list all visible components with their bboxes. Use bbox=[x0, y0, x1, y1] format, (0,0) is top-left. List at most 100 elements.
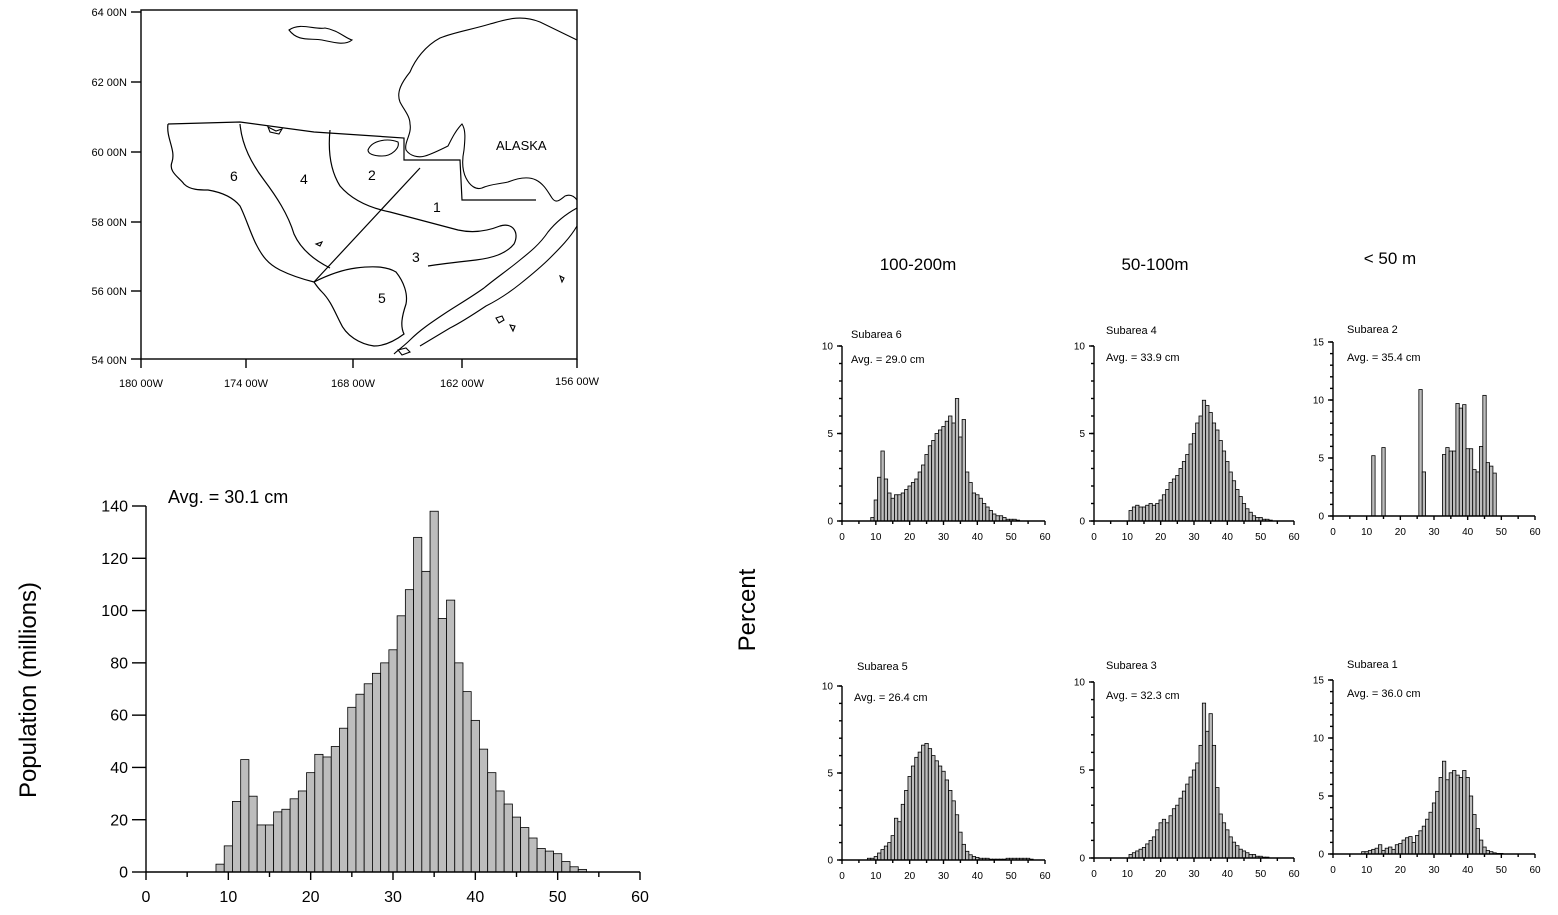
histogram-bar bbox=[1211, 422, 1217, 522]
x-tick-label: 30 bbox=[1428, 527, 1440, 538]
histogram-bar bbox=[1238, 848, 1243, 859]
y-tick-label: 10 bbox=[1313, 396, 1325, 407]
histogram-bar bbox=[1241, 850, 1247, 859]
histogram-bar bbox=[1465, 777, 1470, 855]
histogram-bar bbox=[1448, 450, 1453, 517]
histogram-bar bbox=[1431, 802, 1437, 855]
histogram-bar bbox=[1181, 790, 1187, 859]
histogram-bar bbox=[1425, 818, 1430, 855]
histogram-bar bbox=[536, 848, 546, 873]
y-tick-label: 10 bbox=[822, 342, 834, 353]
histogram-bar bbox=[941, 426, 946, 522]
lon-tick-label: 156 00W bbox=[555, 376, 600, 388]
x-tick-label: 60 bbox=[1039, 532, 1051, 543]
subarea-label: 2 bbox=[368, 167, 376, 183]
histogram-bar bbox=[1374, 847, 1379, 855]
subarea-label: 6 bbox=[230, 168, 238, 184]
island-outline bbox=[495, 315, 505, 324]
histogram-bar bbox=[1394, 844, 1400, 855]
histogram-bar bbox=[1141, 847, 1147, 859]
histogram-bar bbox=[1492, 472, 1497, 517]
histogram-bar bbox=[900, 492, 905, 522]
histogram-bar bbox=[1151, 504, 1157, 522]
island-outline bbox=[314, 241, 324, 247]
alaska-peninsula-coast bbox=[419, 225, 578, 347]
histogram-bar bbox=[894, 817, 899, 861]
histogram-bar bbox=[1404, 837, 1410, 855]
histogram-bar bbox=[968, 482, 973, 522]
histogram-bar bbox=[1151, 836, 1157, 859]
x-tick-label: 10 bbox=[219, 889, 237, 906]
histogram-bar bbox=[273, 811, 283, 873]
x-tick-label: 0 bbox=[1091, 532, 1097, 543]
histogram-bar bbox=[1165, 489, 1170, 522]
histogram-bar bbox=[330, 746, 340, 873]
histogram-bar bbox=[1231, 841, 1237, 859]
subarea-name-label: Subarea 6 bbox=[851, 329, 902, 341]
histogram-bar bbox=[873, 499, 878, 522]
lon-tick-label: 168 00W bbox=[331, 378, 376, 390]
histogram-bar bbox=[1145, 504, 1150, 522]
x-tick-label: 0 bbox=[1330, 865, 1336, 876]
x-tick-label: 30 bbox=[1188, 869, 1200, 880]
x-tick-label: 30 bbox=[1188, 532, 1200, 543]
x-tick-label: 50 bbox=[1255, 532, 1267, 543]
histogram-bar bbox=[561, 861, 571, 873]
histogram-bar bbox=[306, 772, 316, 873]
histogram-bar bbox=[1378, 844, 1383, 855]
histogram-bar bbox=[883, 478, 889, 522]
island-outline bbox=[509, 324, 516, 333]
histogram-bar bbox=[965, 471, 970, 522]
histogram-bar bbox=[1131, 852, 1137, 859]
histogram-bar bbox=[880, 849, 885, 861]
histogram-bar bbox=[289, 798, 299, 873]
y-tick-label: 5 bbox=[1318, 792, 1324, 803]
histogram-bar bbox=[917, 751, 922, 861]
histogram-bar bbox=[347, 706, 357, 873]
histogram-bar bbox=[487, 772, 497, 873]
x-tick-label: 50 bbox=[1255, 869, 1267, 880]
lat-tick-label: 54 00N bbox=[92, 355, 128, 367]
histogram-bar bbox=[1175, 804, 1180, 859]
histogram-bar bbox=[462, 691, 472, 873]
x-tick-label: 40 bbox=[1222, 869, 1234, 880]
depth-header: 100-200m bbox=[880, 255, 957, 274]
histogram-bar bbox=[910, 482, 916, 522]
histogram-bar bbox=[877, 852, 882, 861]
y-tick-label: 60 bbox=[110, 708, 128, 725]
histogram-bar bbox=[1231, 480, 1237, 522]
histogram-bar bbox=[927, 748, 933, 861]
histogram-bar bbox=[1371, 455, 1376, 517]
x-tick-label: 30 bbox=[384, 889, 402, 906]
histogram-bar bbox=[223, 845, 233, 873]
lon-tick-label: 180 00W bbox=[119, 378, 164, 390]
island-outline bbox=[367, 139, 399, 157]
average-length-label: Avg. = 35.4 cm bbox=[1347, 352, 1420, 364]
histogram-bar bbox=[924, 743, 929, 861]
subarea-name-label: Subarea 5 bbox=[857, 661, 908, 673]
histogram-bar bbox=[1448, 772, 1453, 855]
histogram-bar bbox=[1215, 429, 1220, 522]
x-tick-label: 20 bbox=[1155, 532, 1167, 543]
y-tick-label: 5 bbox=[827, 429, 833, 440]
histogram-bar bbox=[1472, 469, 1477, 517]
subarea-divider bbox=[313, 167, 421, 283]
histogram-bar bbox=[470, 719, 480, 873]
histogram-bar bbox=[910, 765, 916, 861]
histogram-bar bbox=[1161, 494, 1167, 522]
histogram-bar bbox=[1155, 829, 1160, 859]
histogram-bar bbox=[1225, 461, 1230, 522]
x-tick-label: 40 bbox=[1222, 532, 1234, 543]
histogram-bar bbox=[1452, 450, 1457, 517]
y-tick-label: 0 bbox=[827, 517, 833, 528]
histogram-bar bbox=[215, 863, 225, 873]
island-outline bbox=[397, 347, 411, 356]
x-tick-label: 50 bbox=[1006, 871, 1018, 882]
y-tick-label: 10 bbox=[1074, 678, 1086, 689]
histogram-bar bbox=[907, 485, 912, 522]
histogram-bar bbox=[1205, 730, 1210, 859]
y-tick-label: 10 bbox=[1074, 342, 1086, 353]
histogram-bar bbox=[1158, 499, 1163, 522]
region-label: ALASKA bbox=[496, 138, 547, 153]
